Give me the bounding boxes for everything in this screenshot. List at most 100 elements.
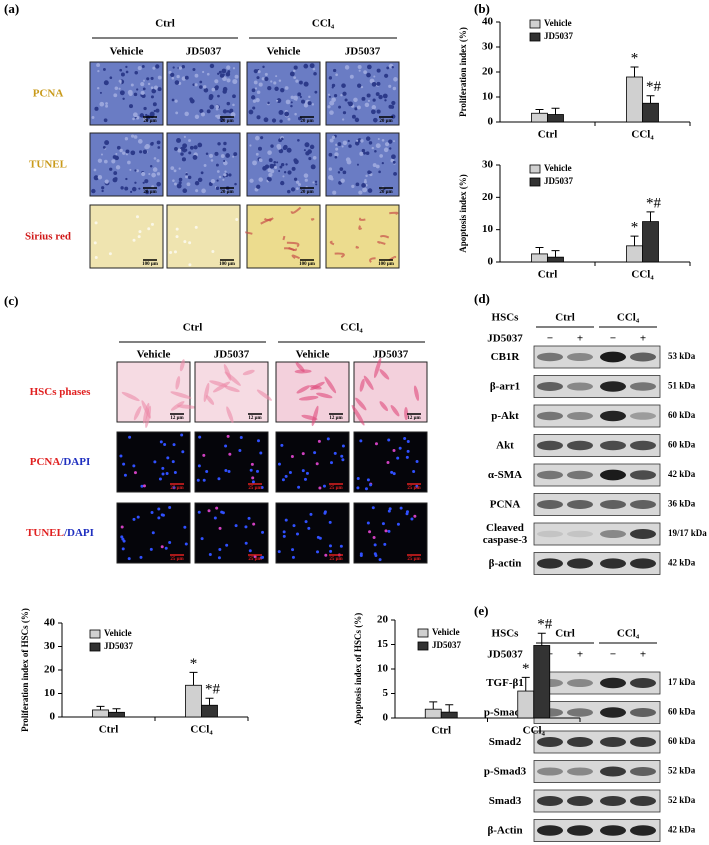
cell	[178, 66, 183, 70]
nucleus	[405, 455, 409, 459]
blot-strip	[533, 730, 661, 754]
sign: −	[610, 649, 616, 661]
cell	[391, 65, 394, 69]
cell	[294, 112, 297, 116]
protein-label: α-SMA	[488, 469, 522, 481]
cell	[347, 139, 350, 143]
nucleus	[392, 449, 396, 453]
cell	[295, 79, 299, 83]
nucleus	[168, 506, 172, 510]
bar	[440, 711, 458, 719]
nucleus	[220, 510, 224, 514]
nucleus	[305, 471, 309, 475]
y-tick-label: 10	[482, 91, 494, 103]
cell	[293, 158, 298, 163]
cell	[329, 110, 334, 115]
cell	[141, 65, 145, 68]
image-bg	[275, 431, 350, 493]
micrograph: 20 μm	[89, 61, 164, 126]
cell	[276, 98, 282, 103]
nucleus	[226, 434, 230, 438]
legend-label: Vehicle	[432, 627, 460, 637]
image-bg	[194, 431, 269, 493]
cell	[138, 187, 141, 190]
cell	[217, 142, 221, 146]
treatment-label: JD5037	[487, 649, 523, 661]
protein-label: CB1R	[491, 351, 521, 363]
cell	[373, 357, 382, 379]
nucleus	[150, 511, 154, 515]
cell	[301, 99, 306, 104]
nucleus	[381, 522, 385, 526]
cell	[209, 380, 228, 387]
cell	[185, 172, 188, 176]
cell	[337, 171, 341, 174]
cell	[290, 104, 293, 108]
cell	[150, 142, 154, 146]
nucleus	[415, 459, 419, 463]
cell	[335, 147, 339, 151]
blot-strip	[533, 819, 661, 842]
y-tick-label: 30	[44, 640, 56, 652]
nucleus	[281, 478, 285, 482]
nucleus	[202, 453, 206, 457]
cell	[361, 96, 366, 101]
nucleus	[247, 516, 251, 520]
y-tick-label: 20	[482, 191, 494, 203]
cell	[125, 70, 129, 74]
cell	[328, 152, 333, 157]
y-tick-label: 0	[50, 711, 56, 723]
x-tick-label: CCl₄	[190, 724, 213, 736]
cell	[119, 90, 125, 96]
cell	[105, 104, 109, 108]
error-bar	[646, 211, 655, 222]
cell	[115, 165, 121, 170]
band	[600, 796, 626, 806]
cell	[192, 68, 196, 72]
nucleus	[403, 436, 407, 440]
significance: *	[631, 220, 639, 236]
nucleus	[323, 511, 327, 515]
cell	[99, 91, 102, 94]
cell	[170, 401, 185, 411]
nucleus	[290, 455, 294, 459]
cell	[257, 146, 262, 151]
band	[537, 737, 563, 747]
nucleus	[136, 515, 140, 519]
nucleus	[374, 442, 378, 446]
cell	[180, 152, 184, 156]
cell	[156, 172, 161, 176]
cell	[392, 86, 397, 91]
y-tick-label: 10	[377, 663, 389, 675]
cell	[308, 157, 312, 161]
cell	[355, 397, 367, 411]
image-bg	[166, 204, 241, 269]
image-bg	[353, 502, 428, 564]
cell	[279, 119, 283, 123]
nucleus	[339, 544, 343, 548]
nucleus	[244, 525, 248, 529]
nucleus	[368, 530, 372, 534]
nucleus	[415, 484, 419, 488]
cell	[217, 72, 220, 75]
scale-label: 12 μm	[248, 416, 262, 421]
bar	[92, 709, 109, 718]
band	[630, 825, 656, 836]
nucleus	[142, 484, 146, 488]
cell	[197, 177, 203, 183]
cell	[381, 138, 385, 142]
cell	[177, 148, 182, 153]
cell	[149, 165, 153, 168]
scale-label: 25 μm	[407, 557, 421, 562]
spot	[94, 256, 98, 260]
cell	[382, 93, 388, 99]
cell	[341, 83, 346, 88]
cell	[252, 160, 257, 166]
cell	[102, 145, 106, 149]
band	[537, 382, 563, 391]
nucleus	[304, 520, 308, 524]
fiber	[263, 217, 274, 221]
cell	[157, 146, 161, 149]
cell	[314, 90, 318, 94]
cell	[194, 180, 200, 186]
